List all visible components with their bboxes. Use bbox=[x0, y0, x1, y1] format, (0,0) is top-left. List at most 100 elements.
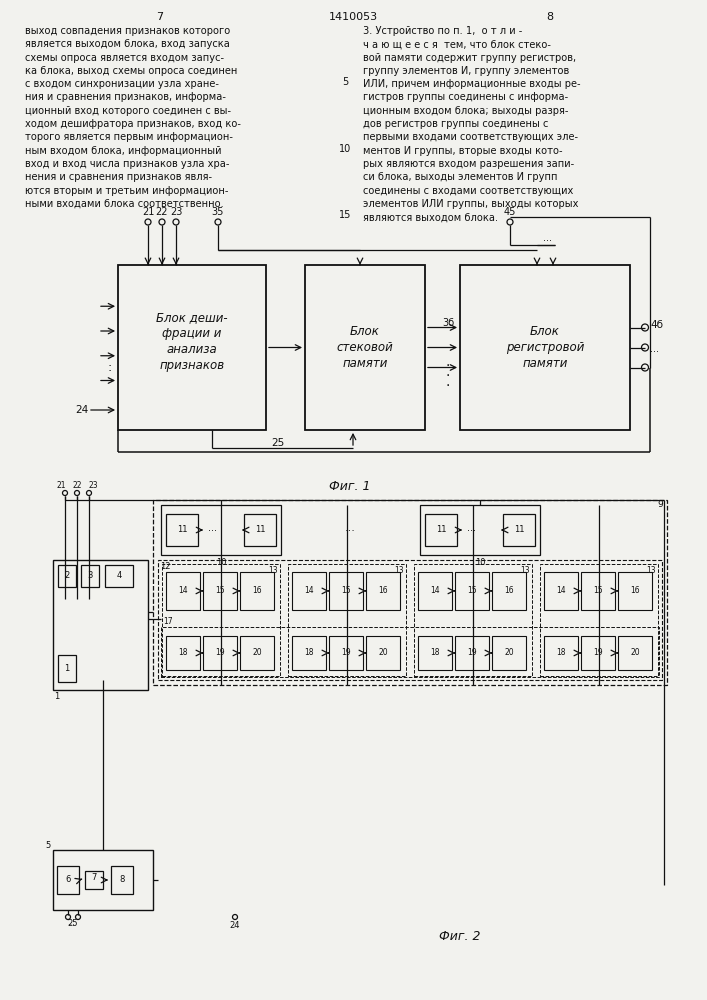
Bar bbox=[118, 265, 266, 430]
Text: 13: 13 bbox=[269, 566, 278, 575]
Text: являются выходом блока.: являются выходом блока. bbox=[363, 212, 498, 222]
Text: 3. Устройство по п. 1,  о т л и -: 3. Устройство по п. 1, о т л и - bbox=[363, 26, 522, 36]
Text: 5: 5 bbox=[342, 77, 348, 87]
Text: 7: 7 bbox=[156, 12, 163, 22]
Bar bbox=[292, 636, 326, 670]
Text: 3: 3 bbox=[87, 572, 93, 580]
Text: ются вторым и третьим информацион-: ются вторым и третьим информацион- bbox=[25, 186, 228, 196]
Text: 10: 10 bbox=[216, 558, 226, 567]
Text: регистровой: регистровой bbox=[506, 341, 584, 354]
Text: .: . bbox=[446, 375, 450, 389]
Text: гистров группы соединены с информа-: гистров группы соединены с информа- bbox=[363, 93, 568, 103]
Text: соединены с входами соответствующих: соединены с входами соответствующих bbox=[363, 186, 573, 196]
Text: группу элементов И, группу элементов: группу элементов И, группу элементов bbox=[363, 66, 569, 76]
Bar bbox=[166, 636, 200, 670]
Text: 20: 20 bbox=[630, 648, 640, 657]
Bar bbox=[492, 572, 526, 610]
Text: 35: 35 bbox=[212, 207, 224, 217]
Text: 11: 11 bbox=[436, 526, 446, 534]
Text: 8: 8 bbox=[547, 12, 554, 22]
Text: 6: 6 bbox=[65, 876, 71, 884]
Bar bbox=[288, 564, 406, 676]
Text: 1410053: 1410053 bbox=[329, 12, 378, 22]
Bar bbox=[240, 636, 274, 670]
Text: 24: 24 bbox=[75, 405, 88, 415]
Bar bbox=[161, 505, 281, 555]
Text: выход совпадения признаков которого: выход совпадения признаков которого bbox=[25, 26, 230, 36]
Bar bbox=[418, 572, 452, 610]
Text: 13: 13 bbox=[395, 566, 404, 575]
Bar bbox=[162, 564, 280, 676]
Text: 18: 18 bbox=[431, 648, 440, 657]
Bar bbox=[105, 565, 133, 587]
Text: 12: 12 bbox=[160, 562, 170, 571]
Text: 2: 2 bbox=[64, 572, 69, 580]
Text: 1: 1 bbox=[54, 692, 59, 701]
Text: 15: 15 bbox=[593, 586, 603, 595]
Text: с входом синхронизации узла хране-: с входом синхронизации узла хране- bbox=[25, 79, 219, 89]
Text: Фиг. 2: Фиг. 2 bbox=[439, 930, 481, 943]
Bar bbox=[581, 636, 615, 670]
Bar bbox=[203, 636, 237, 670]
Bar bbox=[455, 572, 489, 610]
Text: 9: 9 bbox=[657, 500, 663, 509]
Text: 11: 11 bbox=[255, 526, 265, 534]
Bar bbox=[414, 564, 532, 676]
Text: 14: 14 bbox=[304, 586, 314, 595]
Text: ционным входом блока; выходы разря-: ционным входом блока; выходы разря- bbox=[363, 106, 568, 116]
Text: :: : bbox=[108, 361, 112, 374]
Text: дов регистров группы соединены с: дов регистров группы соединены с bbox=[363, 119, 549, 129]
Text: 7: 7 bbox=[91, 874, 97, 882]
Text: ...: ... bbox=[67, 918, 75, 927]
Text: 45: 45 bbox=[504, 207, 516, 217]
Text: 14: 14 bbox=[556, 586, 566, 595]
Bar bbox=[158, 560, 662, 680]
Text: 13: 13 bbox=[646, 566, 656, 575]
Text: 17: 17 bbox=[163, 617, 173, 626]
Text: первыми входами соответствующих эле-: первыми входами соответствующих эле- bbox=[363, 132, 578, 142]
Bar bbox=[85, 871, 103, 889]
Text: анализа: анализа bbox=[167, 343, 217, 356]
Text: Блок деши-: Блок деши- bbox=[156, 311, 228, 324]
Text: памяти: памяти bbox=[522, 357, 568, 370]
Bar bbox=[57, 866, 79, 894]
Bar bbox=[581, 572, 615, 610]
Text: 16: 16 bbox=[252, 586, 262, 595]
Text: элементов ИЛИ группы, выходы которых: элементов ИЛИ группы, выходы которых bbox=[363, 199, 578, 209]
Text: 22: 22 bbox=[156, 207, 168, 217]
Text: ния и сравнения признаков, информа-: ния и сравнения признаков, информа- bbox=[25, 93, 226, 103]
Bar bbox=[203, 572, 237, 610]
Text: 16: 16 bbox=[378, 586, 388, 595]
Bar bbox=[366, 572, 400, 610]
Text: вход и вход числа признаков узла хра-: вход и вход числа признаков узла хра- bbox=[25, 159, 230, 169]
Text: 25: 25 bbox=[68, 919, 78, 928]
Text: признаков: признаков bbox=[160, 359, 225, 372]
Text: Блок: Блок bbox=[530, 325, 560, 338]
Bar bbox=[240, 572, 274, 610]
Text: 20: 20 bbox=[378, 648, 388, 657]
Text: 21: 21 bbox=[57, 481, 66, 490]
Text: 13: 13 bbox=[520, 566, 530, 575]
Text: ...: ... bbox=[650, 344, 659, 355]
Text: 21: 21 bbox=[142, 207, 154, 217]
Bar bbox=[166, 572, 200, 610]
Text: 5: 5 bbox=[46, 841, 51, 850]
Bar bbox=[53, 850, 153, 910]
Text: .: . bbox=[446, 356, 450, 369]
Bar bbox=[58, 565, 76, 587]
Text: 11: 11 bbox=[514, 526, 525, 534]
Bar bbox=[58, 655, 76, 682]
Text: 10: 10 bbox=[474, 558, 485, 567]
Text: си блока, выходы элементов И групп: си блока, выходы элементов И групп bbox=[363, 172, 558, 182]
Bar bbox=[153, 500, 667, 685]
Bar bbox=[544, 572, 578, 610]
Text: 11: 11 bbox=[177, 526, 187, 534]
Text: .: . bbox=[446, 365, 450, 379]
Text: 15: 15 bbox=[339, 210, 351, 220]
Text: схемы опроса является входом запус-: схемы опроса является входом запус- bbox=[25, 53, 224, 63]
Bar bbox=[455, 636, 489, 670]
Text: 16: 16 bbox=[504, 586, 514, 595]
Text: 19: 19 bbox=[215, 648, 225, 657]
Text: 22: 22 bbox=[72, 481, 82, 490]
Text: ционный вход которого соединен с вы-: ционный вход которого соединен с вы- bbox=[25, 106, 231, 116]
